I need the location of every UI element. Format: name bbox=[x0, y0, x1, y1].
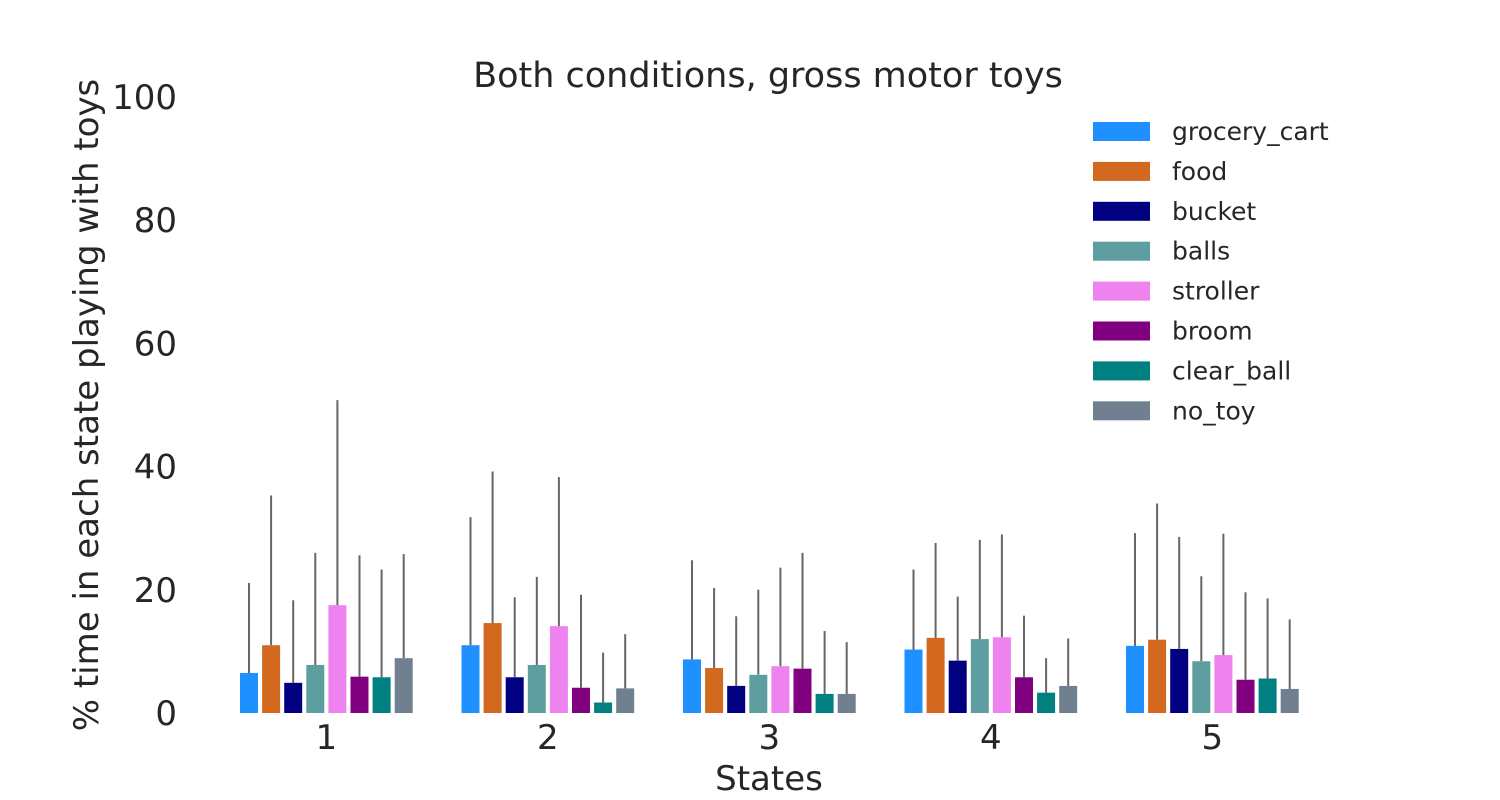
bar-balls-4 bbox=[970, 639, 989, 713]
bar-bucket-5 bbox=[1170, 648, 1189, 713]
y-tick-label: 100 bbox=[112, 78, 177, 118]
x-tick-label: 2 bbox=[537, 718, 559, 758]
bar-stroller-3 bbox=[771, 666, 790, 713]
bar-food-5 bbox=[1148, 639, 1167, 713]
bar-grocery_cart-2 bbox=[461, 645, 480, 713]
bar-broom-2 bbox=[572, 687, 590, 713]
legend-swatch-no_toy bbox=[1093, 401, 1150, 421]
legend-label-clear_ball: clear_ball bbox=[1172, 356, 1291, 385]
bar-broom-5 bbox=[1236, 679, 1255, 713]
y-tick-label: 0 bbox=[155, 694, 177, 734]
legend-label-no_toy: no_toy bbox=[1172, 396, 1256, 425]
bar-bucket-2 bbox=[505, 677, 524, 713]
bar-no_toy-4 bbox=[1059, 685, 1078, 713]
bar-food-1 bbox=[262, 645, 281, 713]
bar-clear_ball-2 bbox=[594, 702, 613, 713]
bar-clear_ball-5 bbox=[1258, 678, 1277, 713]
legend-label-balls: balls bbox=[1172, 237, 1230, 266]
y-tick-label: 80 bbox=[134, 201, 177, 241]
legend-label-bucket: bucket bbox=[1172, 197, 1256, 226]
bar-stroller-2 bbox=[549, 626, 568, 713]
error-bars bbox=[248, 400, 1291, 703]
legend-label-stroller: stroller bbox=[1172, 277, 1260, 306]
y-tick-label: 20 bbox=[134, 571, 177, 611]
y-tick-label: 40 bbox=[134, 448, 177, 488]
legend-label-grocery_cart: grocery_cart bbox=[1172, 117, 1329, 146]
x-axis-label: States bbox=[715, 759, 823, 799]
x-tick-label: 3 bbox=[759, 718, 781, 758]
legend-swatch-balls bbox=[1093, 241, 1150, 261]
bar-no_toy-5 bbox=[1280, 688, 1299, 713]
bar-bucket-1 bbox=[284, 682, 303, 713]
bar-stroller-1 bbox=[328, 605, 347, 713]
bar-broom-3 bbox=[793, 668, 812, 713]
bar-balls-2 bbox=[527, 664, 546, 713]
bar-balls-5 bbox=[1192, 661, 1211, 713]
bars bbox=[240, 605, 1299, 713]
bar-grocery_cart-3 bbox=[683, 659, 701, 713]
y-axis-ticks: 0 20 40 60 80 100 bbox=[112, 78, 177, 734]
bar-bucket-3 bbox=[727, 685, 746, 713]
bar-broom-4 bbox=[1015, 677, 1033, 713]
bar-broom-1 bbox=[350, 676, 369, 713]
bar-grocery_cart-5 bbox=[1126, 645, 1144, 713]
x-tick-label: 5 bbox=[1202, 718, 1224, 758]
bar-no_toy-2 bbox=[616, 688, 635, 713]
legend-swatch-clear_ball bbox=[1093, 361, 1150, 381]
legend-swatch-food bbox=[1093, 161, 1150, 181]
legend-label-food: food bbox=[1172, 157, 1227, 186]
legend-label-broom: broom bbox=[1172, 317, 1253, 346]
legend-swatch-grocery_cart bbox=[1093, 122, 1150, 141]
legend-swatch-stroller bbox=[1093, 281, 1150, 301]
bar-clear_ball-1 bbox=[372, 677, 391, 713]
y-axis-label: % time in each state playing with toys bbox=[67, 79, 107, 732]
legend-swatch-bucket bbox=[1093, 201, 1150, 221]
bar-food-3 bbox=[705, 668, 724, 713]
x-tick-label: 4 bbox=[980, 718, 1002, 758]
bar-stroller-5 bbox=[1214, 655, 1233, 713]
bar-grocery_cart-4 bbox=[904, 649, 923, 713]
bar-grocery_cart-1 bbox=[240, 672, 258, 713]
bar-balls-3 bbox=[749, 674, 768, 713]
bar-no_toy-3 bbox=[837, 693, 856, 713]
bar-clear_ball-3 bbox=[815, 693, 834, 713]
bar-stroller-4 bbox=[992, 637, 1011, 713]
x-axis-ticks: 1 2 3 4 5 bbox=[316, 718, 1224, 758]
chart-title: Both conditions, gross motor toys bbox=[473, 56, 1063, 96]
legend-swatch-broom bbox=[1093, 321, 1150, 341]
bar-clear_ball-4 bbox=[1037, 692, 1056, 713]
bar-food-2 bbox=[483, 623, 502, 713]
bar-balls-1 bbox=[306, 664, 325, 713]
bar-no_toy-1 bbox=[394, 658, 413, 713]
bar-bucket-4 bbox=[948, 660, 967, 713]
bar-food-4 bbox=[926, 637, 945, 713]
y-tick-label: 60 bbox=[134, 324, 177, 364]
x-tick-label: 1 bbox=[316, 718, 338, 758]
